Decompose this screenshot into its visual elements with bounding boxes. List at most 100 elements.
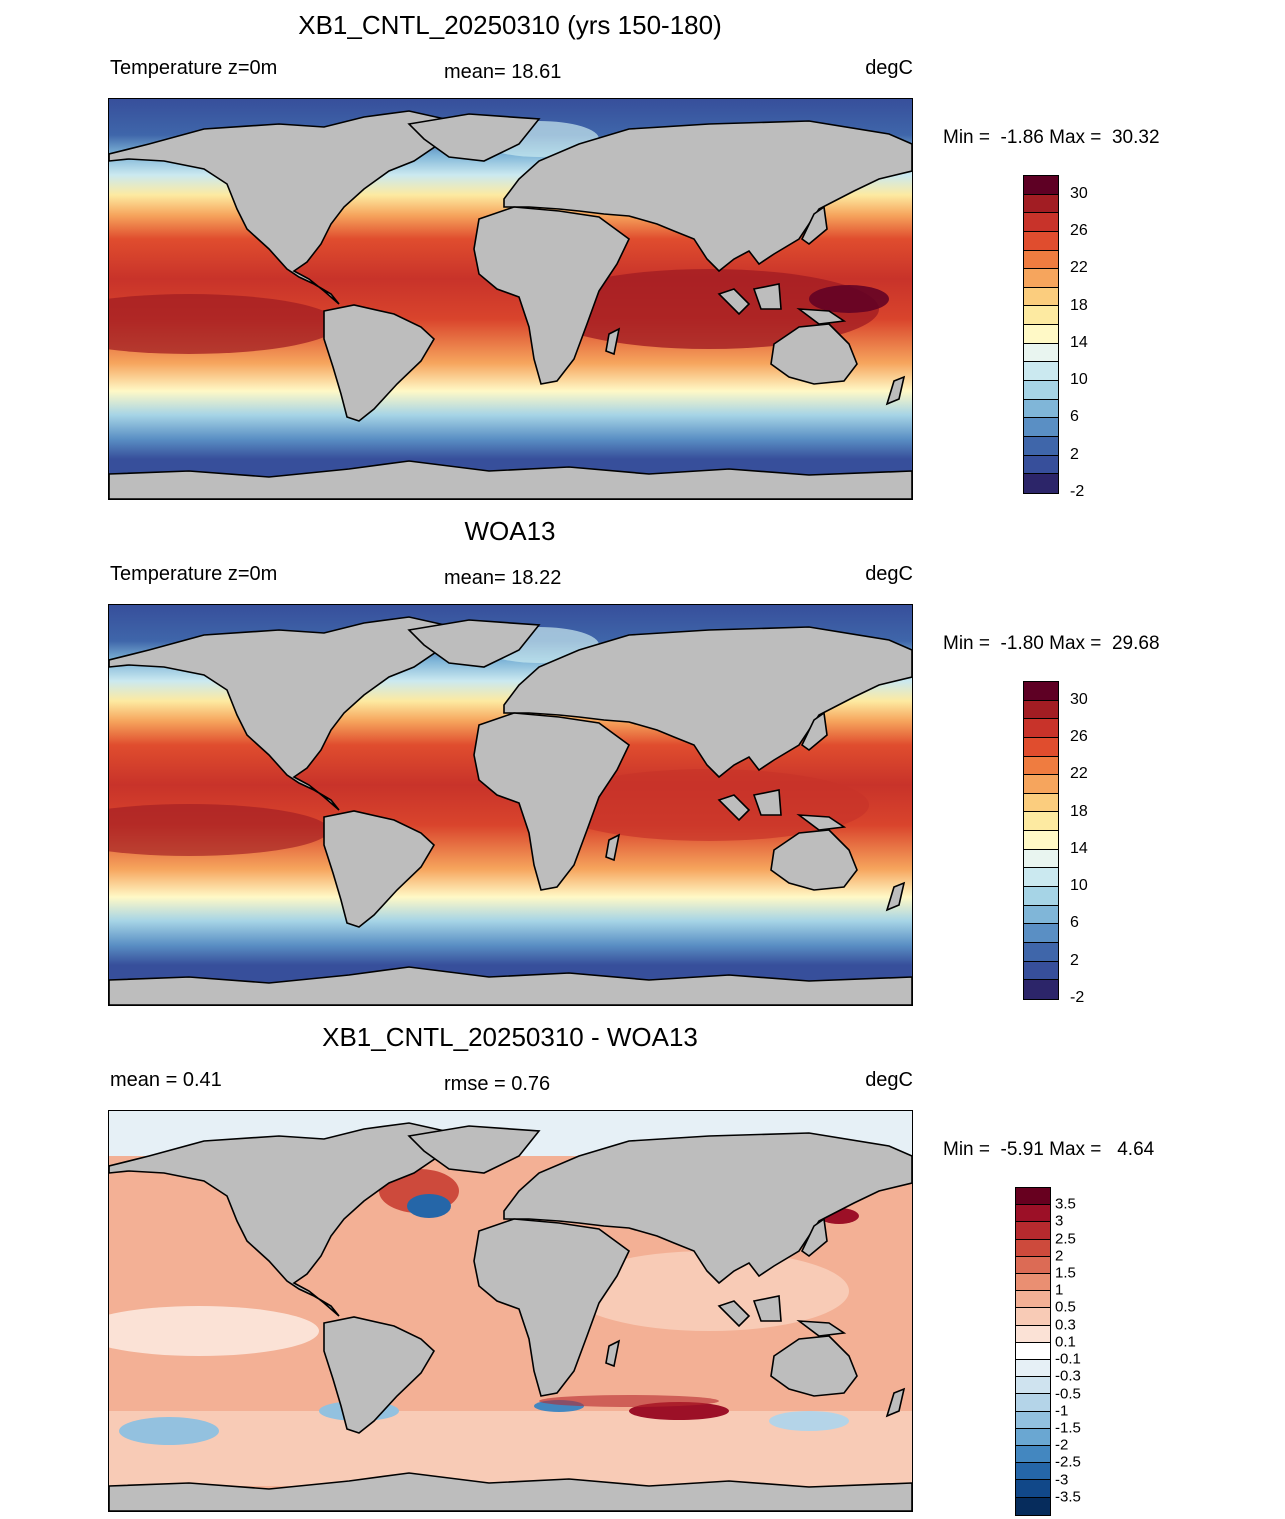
units-label: degC [865,57,913,79]
colorbar-segment [1024,250,1058,270]
variable-label: Temperature z=0m [110,57,278,79]
colorbar-tick-label: -0.1 [1055,1350,1081,1368]
colorbar-segment [1024,474,1058,493]
colorbar-tick-label: 2 [1055,1247,1064,1265]
colorbar-tick-label: -2.5 [1055,1453,1081,1471]
colorbar-tick-label: 18 [1070,296,1088,314]
colorbar-tick-label: -3 [1055,1471,1069,1489]
colorbar-tick-label: 2.5 [1055,1230,1076,1248]
colorbar-segment [1024,905,1058,925]
colorbar-segment [1024,793,1058,813]
colorbar-segment [1024,287,1058,307]
colorbar-segment [1016,1188,1050,1206]
colorbar-tick-label: 10 [1070,371,1088,389]
colorbar-segment [1024,849,1058,869]
panel-model-sst: XB1_CNTL_20250310 (yrs 150-180) Temperat… [0,0,1285,505]
panel-title: XB1_CNTL_20250310 - WOA13 [322,1022,698,1052]
colorbar-segment [1016,1274,1050,1292]
colorbar-segment [1024,682,1058,701]
colorbar-segment [1024,306,1058,326]
colorbar-segment [1024,418,1058,437]
colorbar-segment [1016,1291,1050,1309]
colorbar-segment [1016,1394,1050,1412]
colorbar-tick-label: 1.5 [1055,1264,1076,1282]
colorbar-segment [1024,455,1058,475]
colorbar-segment [1016,1222,1050,1240]
colorbar-segment [1016,1411,1050,1429]
difference-map [108,1110,913,1512]
colorbar-segment [1024,325,1058,344]
sst-map [108,604,913,1006]
colorbar-tick-label: -1.5 [1055,1419,1081,1437]
colorbar-tick-label: 18 [1070,802,1088,820]
colorbar-segment [1024,436,1058,456]
colorbar-segment [1024,775,1058,794]
min-max-label: Min = -1.86 Max = 30.32 [943,127,1160,148]
colorbar-segment [1016,1308,1050,1326]
colorbar-segment [1024,980,1058,999]
colorbar-segment [1016,1360,1050,1378]
colorbar-segment [1024,194,1058,214]
colorbar-segment [1016,1446,1050,1464]
colorbar-segment [1024,362,1058,382]
colorbar-segment [1016,1497,1050,1515]
colorbar-tick-label: 6 [1070,914,1079,932]
colorbar-tick-label: 3.5 [1055,1195,1076,1213]
colorbar-tick-label: 30 [1070,184,1088,202]
colorbar [1023,175,1059,494]
colorbar-segment [1024,213,1058,232]
colorbar-segment [1016,1256,1050,1275]
colorbar-tick-label: 26 [1070,727,1088,745]
colorbar-segment [1024,381,1058,400]
colorbar-segment [1024,756,1058,776]
mean-label: mean = 0.41 [110,1069,222,1091]
colorbar-segment [1024,737,1058,757]
colorbar-tick-label: 1 [1055,1281,1064,1299]
colorbar-tick-label: 2 [1070,951,1079,969]
colorbar-tick-label: -3.5 [1055,1488,1081,1506]
colorbar-segment [1024,887,1058,906]
colorbar [1023,681,1059,1000]
colorbar-segment [1016,1342,1050,1361]
colorbar-tick-label: -1 [1055,1402,1069,1420]
mean-label: mean= 18.61 [444,61,562,83]
colorbar-tick-label: -2 [1070,483,1085,500]
colorbar-tick-label: 0.1 [1055,1333,1076,1351]
colorbar-segment [1016,1428,1050,1447]
colorbar-segment [1016,1377,1050,1395]
colorbar-tick-label: 22 [1070,259,1088,277]
colorbar-segment [1024,269,1058,288]
colorbar-segment [1024,231,1058,251]
colorbar-tick-label: 14 [1070,333,1088,351]
colorbar-tick-label: -2 [1070,989,1085,1006]
colorbar-segment [1024,868,1058,888]
colorbar-tick-label: -0.5 [1055,1385,1081,1403]
panel-title: WOA13 [464,516,556,546]
colorbar-segment [1024,812,1058,832]
colorbar-tick-label: 6 [1070,408,1079,426]
colorbar-segment [1024,176,1058,195]
colorbar-segment [1024,399,1058,419]
units-label: degC [865,563,913,585]
min-max-label: Min = -1.80 Max = 29.68 [943,633,1160,654]
colorbar-segment [1016,1325,1050,1343]
mean-label: mean= 18.22 [444,567,562,589]
panel-title: XB1_CNTL_20250310 (yrs 150-180) [298,10,722,40]
colorbar-segment [1024,924,1058,943]
colorbar-tick-label: 10 [1070,877,1088,895]
colorbar-segment [1024,719,1058,738]
colorbar-segment [1024,942,1058,962]
panel-difference: XB1_CNTL_20250310 - WOA13 mean = 0.41 rm… [0,1012,1285,1517]
colorbar-tick-label: 22 [1070,765,1088,783]
colorbar-tick-label: 2 [1070,445,1079,463]
colorbar-segment [1024,343,1058,363]
colorbar-tick-label: -2 [1055,1436,1069,1454]
variable-label: Temperature z=0m [110,563,278,585]
colorbar-tick-label: 30 [1070,690,1088,708]
colorbar-tick-label: 14 [1070,839,1088,857]
rmse-label: rmse = 0.76 [444,1073,551,1095]
colorbar-segment [1024,831,1058,850]
units-label: degC [865,1069,913,1091]
colorbar-tick-label: -0.3 [1055,1367,1081,1385]
panel-woa13-sst: WOA13 Temperature z=0m mean= 18.22 degC … [0,506,1285,1011]
